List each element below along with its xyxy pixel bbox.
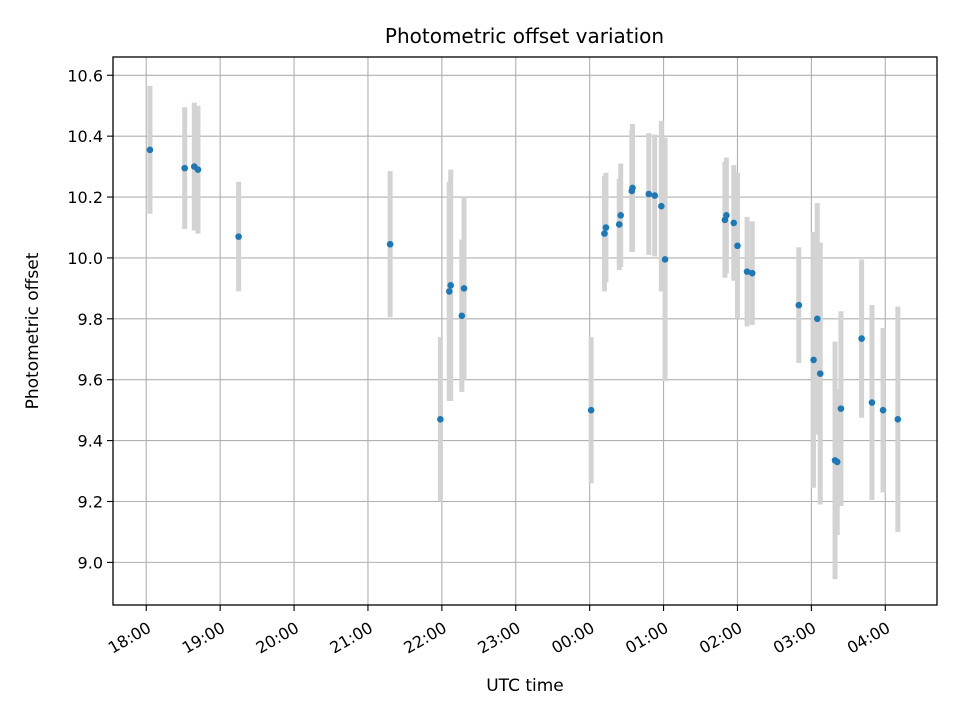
data-point [235, 233, 242, 240]
data-point [868, 399, 876, 406]
data-point [458, 312, 466, 320]
data-point [601, 230, 608, 237]
chart-title: Photometric offset variation [385, 24, 664, 48]
x-axis-label: UTC time [486, 676, 564, 696]
data-point [879, 406, 887, 414]
y-tick-label: 9.6 [78, 371, 103, 390]
data-point [658, 202, 665, 210]
data-point [816, 370, 824, 377]
data-point [460, 285, 468, 292]
data-point [587, 406, 595, 414]
data-point [730, 219, 738, 227]
data-point [795, 301, 803, 309]
y-tick-label: 9.8 [78, 310, 103, 329]
y-tick-label: 9.4 [78, 432, 103, 451]
plot-frame [112, 56, 938, 606]
data-point [837, 405, 845, 412]
data-point [651, 192, 658, 199]
y-tick-label: 10.4 [67, 127, 103, 146]
data-point [748, 269, 756, 277]
data-point [810, 356, 817, 364]
data-point [194, 166, 202, 173]
data-point [445, 288, 453, 295]
y-tick-label: 10.2 [67, 188, 103, 207]
y-tick-label: 10.6 [67, 66, 103, 85]
data-point [833, 458, 841, 466]
data-point [447, 282, 455, 289]
data-point [813, 315, 821, 323]
y-tick-label: 9.0 [78, 553, 103, 572]
y-axis-label: Photometric offset [23, 252, 43, 409]
data-point [146, 146, 154, 154]
y-tick-label: 9.2 [78, 492, 103, 511]
data-point [181, 164, 188, 172]
data-point [723, 212, 730, 219]
data-point [734, 242, 741, 250]
data-point [437, 415, 444, 423]
data-point [629, 184, 636, 192]
data-point [602, 224, 610, 231]
data-point [661, 256, 669, 263]
data-point [743, 268, 751, 275]
data-point [617, 212, 625, 219]
data-point [858, 335, 865, 342]
y-tick-label: 10.0 [67, 249, 103, 268]
data-points [146, 146, 902, 466]
data-point [645, 190, 653, 198]
data-point [894, 415, 902, 423]
data-point [615, 221, 623, 228]
data-point [386, 240, 394, 248]
